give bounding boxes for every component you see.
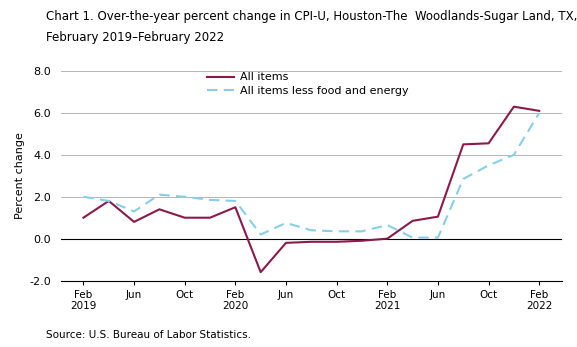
Text: Chart 1. Over-the-year percent change in CPI-U, Houston-The  Woodlands-Sugar Lan: Chart 1. Over-the-year percent change in… — [46, 10, 577, 23]
Y-axis label: Percent change: Percent change — [15, 132, 25, 219]
Text: Source: U.S. Bureau of Labor Statistics.: Source: U.S. Bureau of Labor Statistics. — [46, 330, 251, 340]
Text: February 2019–February 2022: February 2019–February 2022 — [46, 31, 224, 44]
Legend: All items, All items less food and energy: All items, All items less food and energ… — [207, 73, 409, 96]
